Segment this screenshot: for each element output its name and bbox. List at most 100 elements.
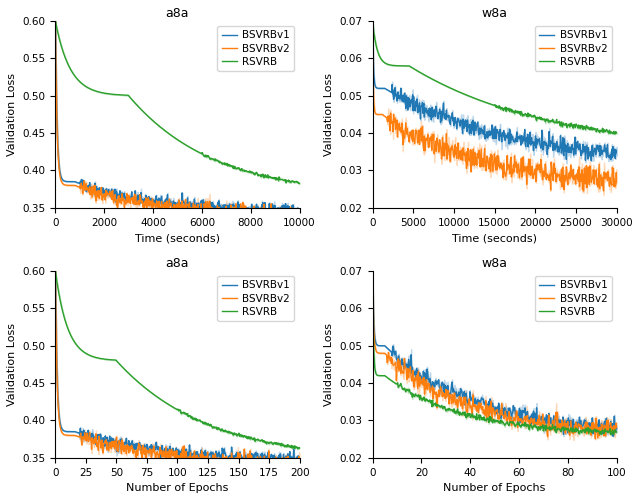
BSVRBv2 [569,175,577,181]
RSVRB [296,180,303,186]
Line: BSVRBv2: BSVRBv2 [372,271,617,439]
BSVRBv2 [184,202,191,207]
Line: BSVRBv2: BSVRBv2 [372,21,617,191]
BSVRBv1 [168,200,175,206]
X-axis label: Number of Epochs: Number of Epochs [126,483,228,493]
Line: BSVRBv1: BSVRBv1 [55,21,300,216]
RSVRB [296,444,303,450]
RSVRB [545,426,552,432]
RSVRB [611,131,619,137]
RSVRB [169,134,177,140]
BSVRBv1 [484,133,492,139]
BSVRBv1 [51,268,59,274]
BSVRBv2 [369,18,376,24]
Line: RSVRB: RSVRB [55,21,300,184]
BSVRBv2 [522,416,530,422]
RSVRB [168,403,175,409]
BSVRBv2 [607,181,615,187]
Y-axis label: Validation Loss: Validation Loss [324,73,334,156]
BSVRBv1 [204,213,212,219]
BSVRBv2 [197,212,205,218]
Title: w8a: w8a [482,257,508,270]
BSVRBv2 [197,454,205,460]
BSVRBv1 [169,445,177,451]
BSVRBv2 [51,18,59,24]
BSVRBv1 [607,150,615,156]
RSVRB [168,132,175,138]
RSVRB [448,408,456,414]
RSVRB [169,404,177,410]
Y-axis label: Validation Loss: Validation Loss [7,323,17,406]
BSVRBv1 [613,148,621,154]
RSVRB [546,427,554,433]
RSVRB [51,18,59,24]
RSVRB [613,429,621,435]
RSVRB [252,170,259,176]
X-axis label: Number of Epochs: Number of Epochs [444,483,546,493]
BSVRBv2 [294,220,302,226]
BSVRBv1 [184,195,191,201]
BSVRBv2 [168,446,175,452]
BSVRBv1 [184,449,191,455]
BSVRBv2 [169,204,177,210]
RSVRB [294,446,301,452]
BSVRBv2 [613,179,621,185]
RSVRB [184,410,191,416]
BSVRBv2 [514,165,522,171]
BSVRBv1 [296,210,303,216]
BSVRBv1 [522,414,530,420]
BSVRBv1 [501,130,509,136]
RSVRB [290,178,298,184]
BSVRBv1 [613,425,621,431]
Legend: BSVRBv1, BSVRBv2, RSVRB: BSVRBv1, BSVRBv2, RSVRB [534,276,612,321]
RSVRB [607,128,614,134]
BSVRBv2 [290,456,298,462]
RSVRB [184,143,191,149]
RSVRB [484,100,492,106]
X-axis label: Time (seconds): Time (seconds) [135,233,220,243]
BSVRBv1 [296,456,303,462]
BSVRBv2 [290,212,298,218]
Line: BSVRBv2: BSVRBv2 [55,21,300,224]
RSVRB [197,418,205,424]
BSVRBv1 [398,356,406,362]
BSVRBv2 [546,428,554,434]
RSVRB [486,101,494,107]
RSVRB [569,124,577,130]
Line: RSVRB: RSVRB [372,271,617,434]
BSVRBv1 [197,205,205,211]
BSVRBv2 [398,369,406,375]
Line: BSVRBv1: BSVRBv1 [55,271,300,466]
BSVRBv1 [291,212,298,218]
Legend: BSVRBv1, BSVRBv2, RSVRB: BSVRBv1, BSVRBv2, RSVRB [534,26,612,71]
BSVRBv2 [591,436,599,442]
RSVRB [369,268,376,274]
Line: RSVRB: RSVRB [55,271,300,449]
RSVRB [613,130,621,136]
BSVRBv2 [295,470,303,476]
Legend: BSVRBv1, BSVRBv2, RSVRB: BSVRBv1, BSVRBv2, RSVRB [218,276,294,321]
RSVRB [610,432,618,438]
Line: BSVRBv1: BSVRBv1 [372,21,617,161]
RSVRB [465,412,473,418]
RSVRB [501,105,509,111]
Legend: BSVRBv1, BSVRBv2, RSVRB: BSVRBv1, BSVRBv2, RSVRB [218,26,294,71]
BSVRBv1 [588,158,595,164]
BSVRBv2 [448,399,456,405]
RSVRB [522,421,530,427]
BSVRBv1 [168,452,175,458]
Title: a8a: a8a [166,257,189,270]
Line: BSVRBv2: BSVRBv2 [55,271,300,474]
RSVRB [369,18,376,24]
BSVRBv2 [252,210,259,216]
BSVRBv2 [465,396,473,402]
Y-axis label: Validation Loss: Validation Loss [324,323,334,406]
Line: RSVRB: RSVRB [372,21,617,134]
BSVRBv1 [197,449,205,455]
BSVRBv2 [580,188,588,194]
BSVRBv2 [252,459,259,465]
X-axis label: Time (seconds): Time (seconds) [452,233,537,243]
BSVRBv1 [369,18,376,24]
Line: BSVRBv1: BSVRBv1 [372,271,617,436]
BSVRBv2 [296,463,303,469]
